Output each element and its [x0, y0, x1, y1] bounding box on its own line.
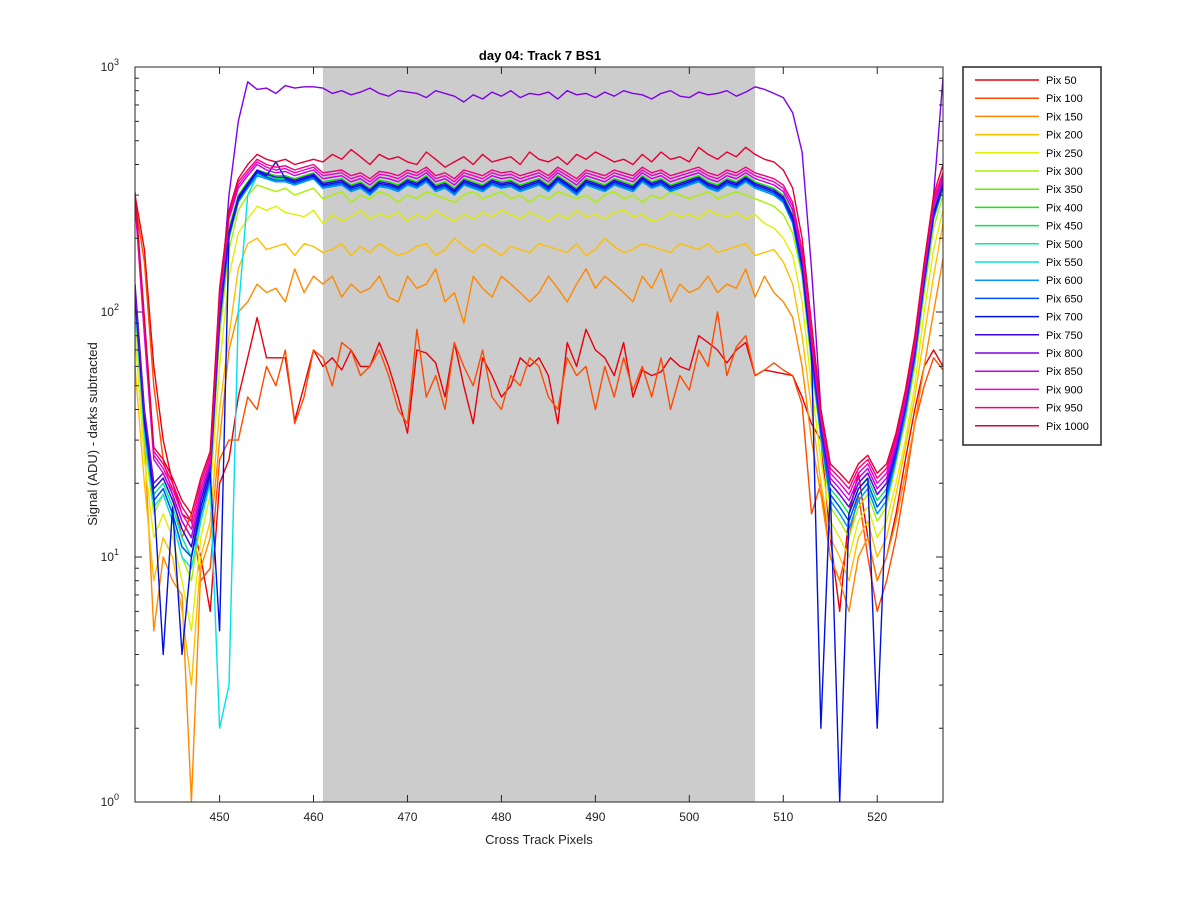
legend-label: Pix 950 — [1046, 403, 1083, 415]
legend-label: Pix 50 — [1046, 75, 1077, 87]
legend-item: Pix 550 — [975, 257, 1083, 269]
legend-box — [962, 66, 1102, 446]
series-line-pix-250 — [135, 205, 943, 632]
legend-label: Pix 150 — [1046, 111, 1083, 123]
x-tick: 460 — [303, 67, 324, 824]
legend-label: Pix 850 — [1046, 366, 1083, 378]
x-tick: 470 — [397, 67, 418, 824]
legend-label: Pix 350 — [1046, 184, 1083, 196]
legend-item: Pix 150 — [975, 111, 1083, 123]
legend-item: Pix 850 — [975, 366, 1083, 378]
y-axis-label: Signal (ADU) - darks subtracted — [85, 342, 100, 526]
legend-label: Pix 250 — [1046, 148, 1083, 160]
series-line-pix-150 — [135, 258, 943, 802]
legend-label: Pix 500 — [1046, 239, 1083, 251]
x-tick-label: 480 — [491, 810, 511, 824]
y-tick: 102 — [101, 302, 943, 319]
x-tick-label: 470 — [397, 810, 417, 824]
legend-label: Pix 100 — [1046, 93, 1083, 105]
legend-label: Pix 600 — [1046, 275, 1083, 287]
legend-label: Pix 750 — [1046, 330, 1083, 342]
series-line-pix-1000 — [135, 146, 943, 515]
legend-item: Pix 800 — [975, 348, 1083, 360]
y-tick-label: 102 — [101, 302, 119, 319]
legend-label: Pix 550 — [1046, 257, 1083, 269]
legend-item: Pix 600 — [975, 275, 1083, 287]
shaded-region — [322, 67, 756, 802]
y-tick-label: 103 — [101, 57, 119, 74]
x-tick-label: 520 — [867, 810, 887, 824]
series-line-pix-750 — [135, 169, 943, 548]
x-tick: 500 — [679, 67, 700, 824]
legend-item: Pix 50 — [975, 75, 1077, 87]
legend-item: Pix 1000 — [975, 421, 1089, 433]
x-tick-label: 500 — [679, 810, 699, 824]
legend-label: Pix 650 — [1046, 293, 1083, 305]
legend-label: Pix 450 — [1046, 221, 1083, 233]
series-line-pix-800 — [135, 78, 943, 539]
legend-label: Pix 900 — [1046, 384, 1083, 396]
x-tick-label: 450 — [210, 810, 230, 824]
x-tick: 510 — [773, 67, 794, 824]
chart-title: day 04: Track 7 BS1 — [479, 48, 601, 63]
y-tick: 100 — [101, 792, 943, 809]
x-tick: 490 — [585, 67, 606, 824]
y-axis: 100 101 102 103 — [101, 57, 943, 809]
legend-label: Pix 400 — [1046, 202, 1083, 214]
legend-label: Pix 200 — [1046, 130, 1083, 142]
x-axis-label: Cross Track Pixels — [485, 832, 593, 847]
legend-item: Pix 100 — [975, 93, 1083, 105]
y-tick-label: 100 — [101, 792, 119, 809]
series-line-pix-100 — [135, 202, 943, 613]
legend-item: Pix 450 — [975, 221, 1083, 233]
x-tick: 450 — [210, 67, 230, 824]
legend-item: Pix 750 — [975, 330, 1083, 342]
legend-item: Pix 650 — [975, 293, 1083, 305]
legend-item: Pix 500 — [975, 239, 1083, 251]
series-line-pix-950 — [135, 158, 943, 522]
x-tick-label: 510 — [773, 810, 793, 824]
plot-frame — [134, 66, 944, 803]
series-line-pix-200 — [135, 223, 943, 686]
legend-item: Pix 900 — [975, 384, 1083, 396]
legend-label: Pix 300 — [1046, 166, 1083, 178]
x-tick: 520 — [867, 67, 888, 824]
legend-label: Pix 700 — [1046, 312, 1083, 324]
legend-item: Pix 400 — [975, 202, 1083, 214]
x-axis: 450 460 470 480 490 500 510 520 — [210, 67, 888, 824]
y-tick: 103 — [101, 57, 943, 74]
legend-item: Pix 200 — [975, 130, 1083, 142]
series-layer — [135, 78, 943, 802]
legend-item: Pix 250 — [975, 148, 1083, 160]
y-tick: 101 — [101, 547, 943, 564]
legend-label: Pix 800 — [1046, 348, 1083, 360]
y-tick-label: 101 — [101, 547, 119, 564]
x-tick-label: 460 — [303, 810, 323, 824]
legend: Pix 50 Pix 100 Pix 150 Pix 200 Pix 250 Pix 30… — [962, 66, 1102, 446]
legend-item: Pix 700 — [975, 312, 1083, 324]
x-tick-label: 490 — [585, 810, 605, 824]
shaded-region-layer — [322, 67, 756, 802]
legend-item: Pix 950 — [975, 403, 1083, 415]
x-tick: 480 — [491, 67, 512, 824]
legend-item: Pix 300 — [975, 166, 1083, 178]
legend-item: Pix 350 — [975, 184, 1083, 196]
legend-label: Pix 1000 — [1046, 421, 1089, 433]
